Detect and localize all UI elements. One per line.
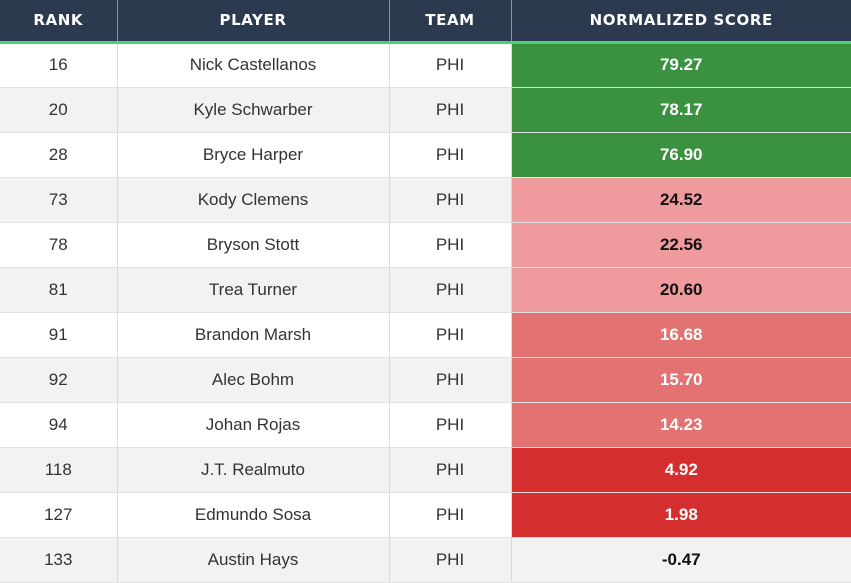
player-name-cell: Edmundo Sosa: [117, 492, 390, 538]
player-name-cell: Austin Hays: [117, 537, 390, 583]
table-row: 91 Brandon Marsh PHI 16.68: [0, 312, 851, 358]
normalized-score-cell: 15.70: [511, 357, 851, 403]
player-name-cell: Bryson Stott: [117, 222, 390, 268]
table-row: 28 Bryce Harper PHI 76.90: [0, 132, 851, 178]
normalized-score-cell: 78.17: [511, 87, 851, 133]
rank-cell: 118: [0, 447, 118, 493]
table-row: 81 Trea Turner PHI 20.60: [0, 267, 851, 313]
team-cell: PHI: [389, 357, 512, 403]
normalized-score-cell: 22.56: [511, 222, 851, 268]
normalized-score-cell: 16.68: [511, 312, 851, 358]
team-cell: PHI: [389, 402, 512, 448]
player-name-cell: Kody Clemens: [117, 177, 390, 223]
team-cell: PHI: [389, 222, 512, 268]
column-header-normalized-score[interactable]: NORMALIZED SCORE: [511, 0, 851, 44]
normalized-score-cell: 24.52: [511, 177, 851, 223]
player-name-cell: Trea Turner: [117, 267, 390, 313]
rank-cell: 20: [0, 87, 118, 133]
player-name-cell: J.T. Realmuto: [117, 447, 390, 493]
rank-cell: 92: [0, 357, 118, 403]
normalized-score-cell: 14.23: [511, 402, 851, 448]
rank-cell: 28: [0, 132, 118, 178]
player-name-cell: Johan Rojas: [117, 402, 390, 448]
rank-cell: 127: [0, 492, 118, 538]
player-name-cell: Brandon Marsh: [117, 312, 390, 358]
table-row: 92 Alec Bohm PHI 15.70: [0, 357, 851, 403]
table-row: 78 Bryson Stott PHI 22.56: [0, 222, 851, 268]
normalized-score-cell: 79.27: [511, 42, 851, 88]
team-cell: PHI: [389, 132, 512, 178]
table-body: 16 Nick Castellanos PHI 79.27 20 Kyle Schwarb…: [0, 42, 851, 583]
column-header-rank[interactable]: RANK: [0, 0, 118, 44]
player-name-cell: Alec Bohm: [117, 357, 390, 403]
rank-cell: 91: [0, 312, 118, 358]
team-cell: PHI: [389, 177, 512, 223]
team-cell: PHI: [389, 492, 512, 538]
team-cell: PHI: [389, 312, 512, 358]
team-cell: PHI: [389, 87, 512, 133]
team-cell: PHI: [389, 267, 512, 313]
rank-cell: 16: [0, 42, 118, 88]
rank-cell: 73: [0, 177, 118, 223]
table-row: 94 Johan Rojas PHI 14.23: [0, 402, 851, 448]
header-row: RANK PLAYER TEAM NORMALIZED SCORE: [0, 0, 851, 44]
player-name-cell: Kyle Schwarber: [117, 87, 390, 133]
rank-cell: 133: [0, 537, 118, 583]
team-cell: PHI: [389, 42, 512, 88]
rank-cell: 81: [0, 267, 118, 313]
normalized-score-cell: -0.47: [511, 537, 851, 583]
normalized-score-cell: 4.92: [511, 447, 851, 493]
table-row: 16 Nick Castellanos PHI 79.27: [0, 42, 851, 88]
rank-cell: 94: [0, 402, 118, 448]
column-header-team[interactable]: TEAM: [389, 0, 512, 44]
team-cell: PHI: [389, 537, 512, 583]
normalized-score-cell: 1.98: [511, 492, 851, 538]
rank-cell: 78: [0, 222, 118, 268]
player-name-cell: Nick Castellanos: [117, 42, 390, 88]
table-row: 133 Austin Hays PHI -0.47: [0, 537, 851, 583]
column-header-player[interactable]: PLAYER: [117, 0, 390, 44]
normalized-score-cell: 76.90: [511, 132, 851, 178]
table-row: 20 Kyle Schwarber PHI 78.17: [0, 87, 851, 133]
table-row: 73 Kody Clemens PHI 24.52: [0, 177, 851, 223]
normalized-score-cell: 20.60: [511, 267, 851, 313]
team-cell: PHI: [389, 447, 512, 493]
table-row: 118 J.T. Realmuto PHI 4.92: [0, 447, 851, 493]
player-name-cell: Bryce Harper: [117, 132, 390, 178]
table-row: 127 Edmundo Sosa PHI 1.98: [0, 492, 851, 538]
table-header: RANK PLAYER TEAM NORMALIZED SCORE: [0, 0, 851, 44]
